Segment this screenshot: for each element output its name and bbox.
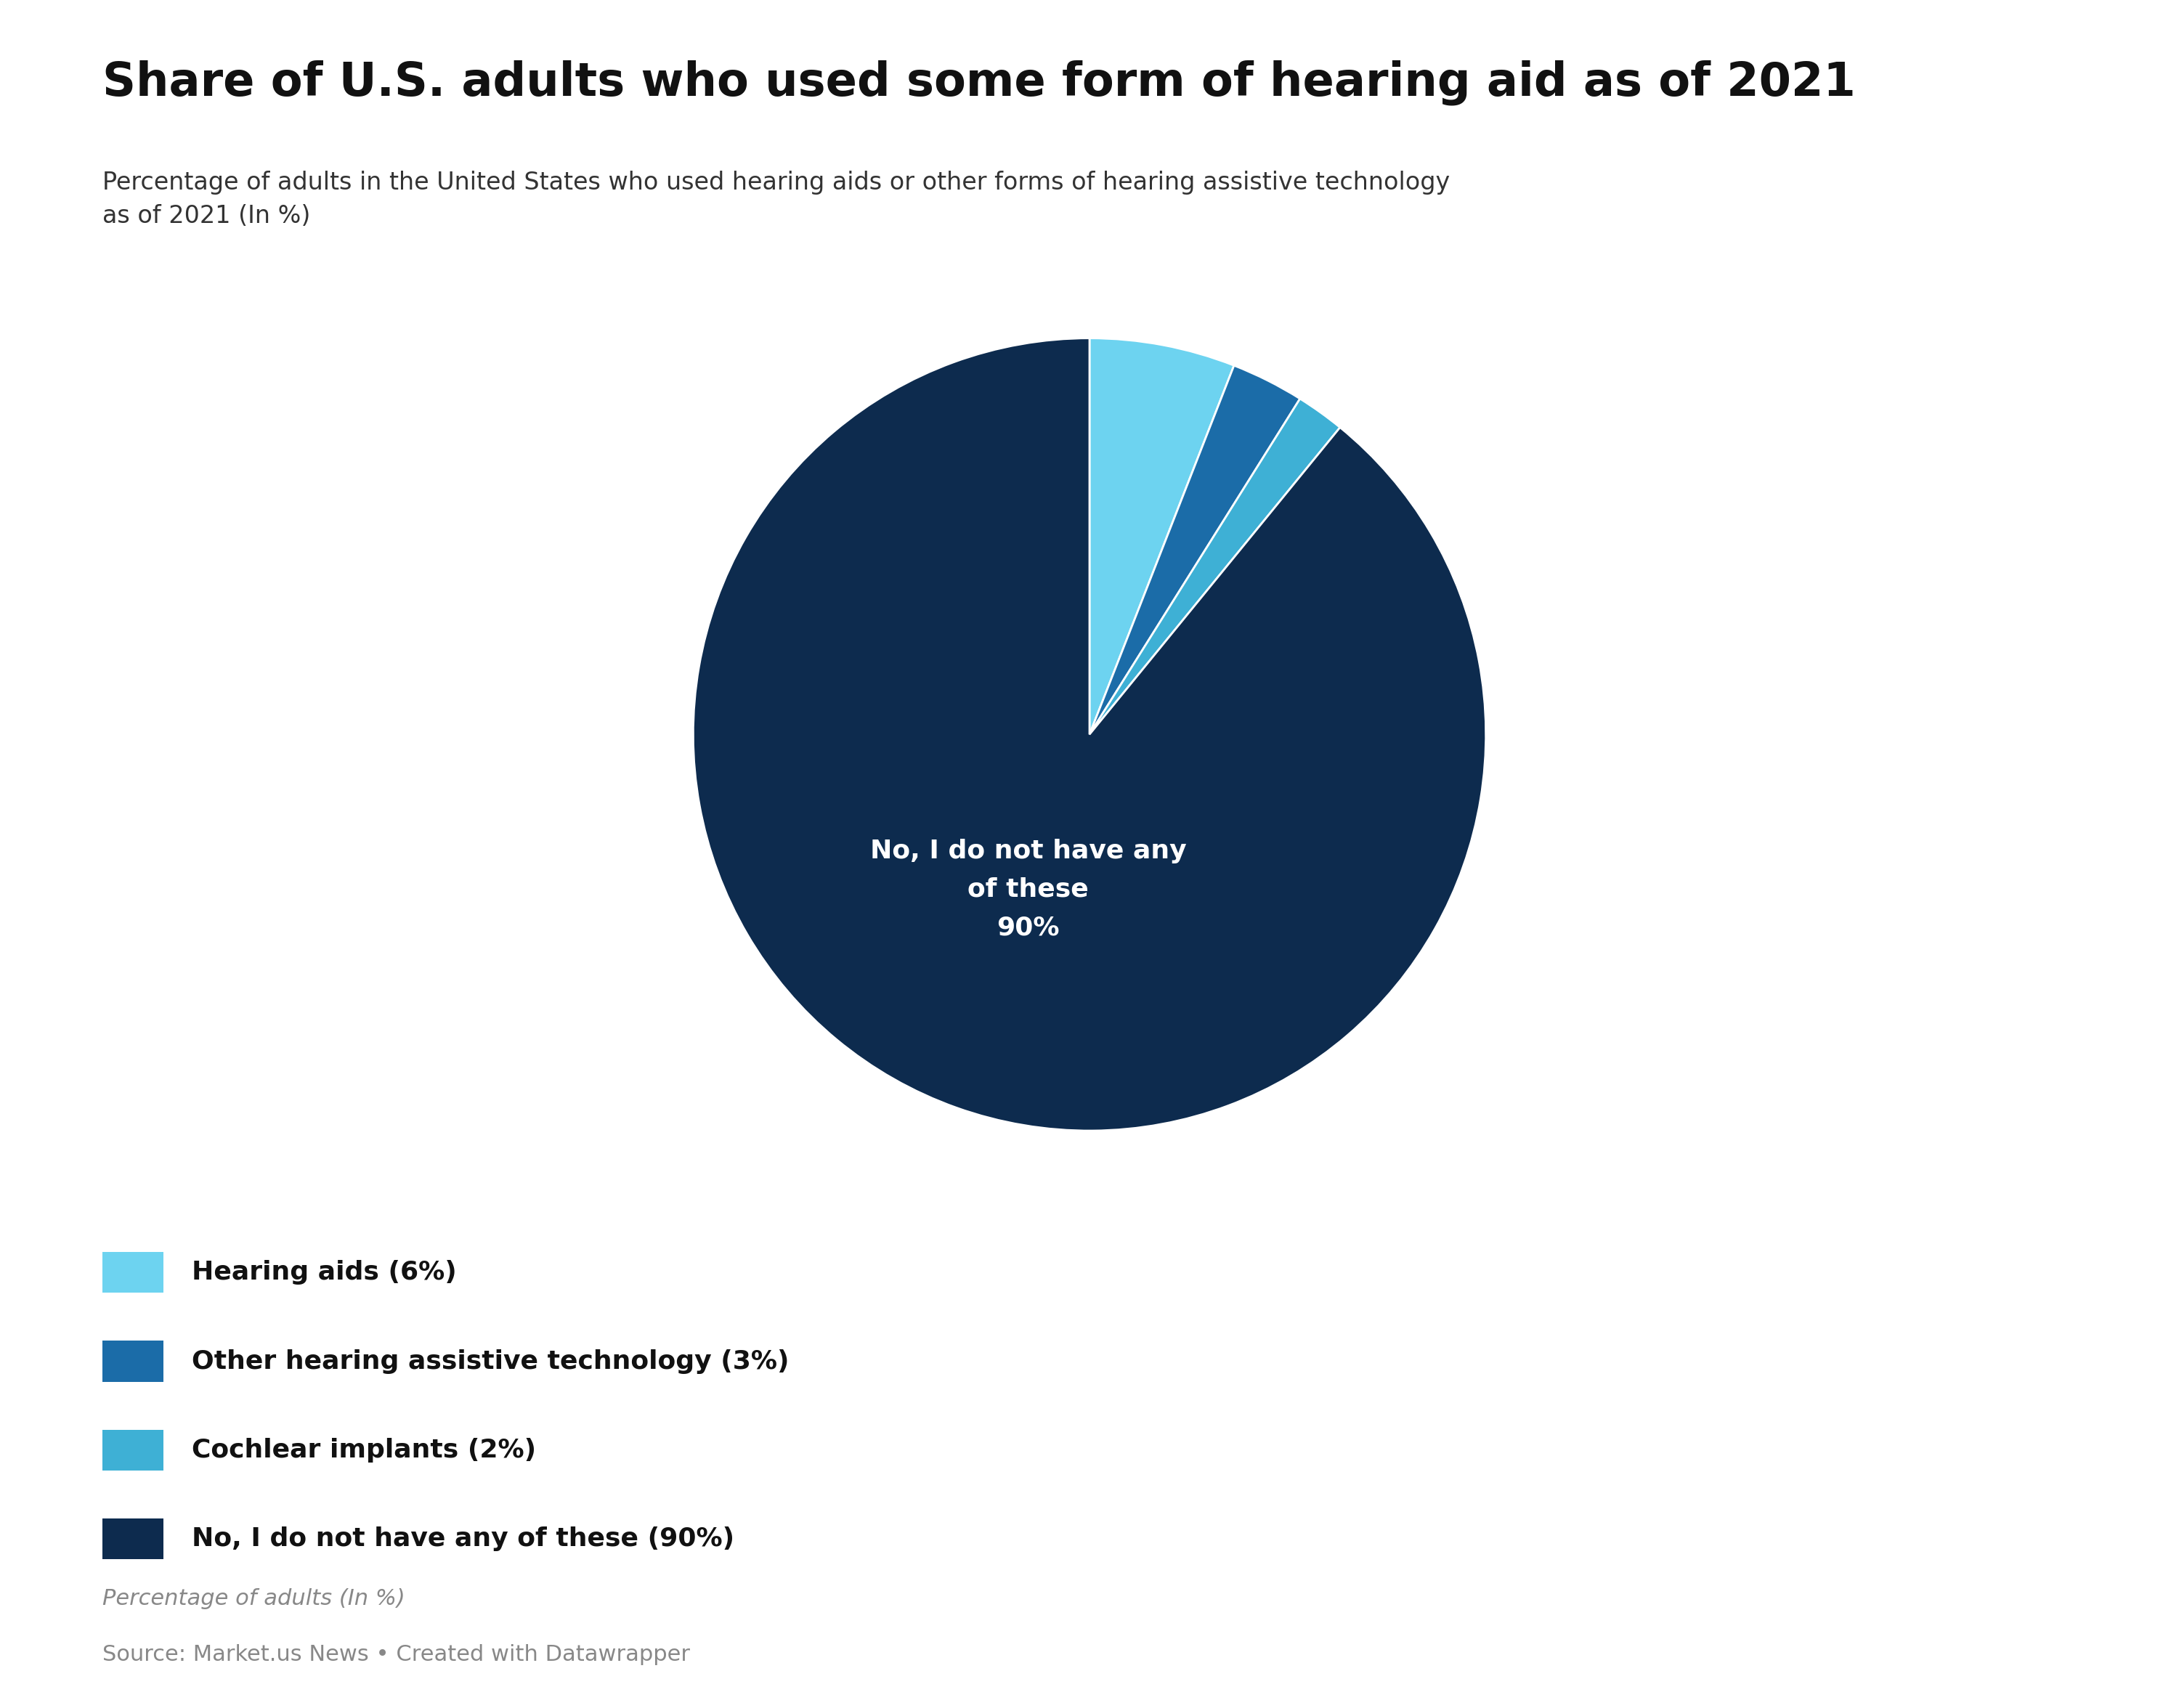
Wedge shape <box>1090 338 1233 734</box>
Text: Other hearing assistive technology (3%): Other hearing assistive technology (3%) <box>192 1349 789 1373</box>
Text: Share of U.S. adults who used some form of hearing aid as of 2021: Share of U.S. adults who used some form … <box>102 60 1857 106</box>
Text: Hearing aids (6%): Hearing aids (6%) <box>192 1261 458 1284</box>
Text: Percentage of adults in the United States who used hearing aids or other forms o: Percentage of adults in the United State… <box>102 171 1449 229</box>
Wedge shape <box>693 338 1486 1131</box>
Wedge shape <box>1090 366 1301 734</box>
Text: Source: Market.us News • Created with Datawrapper: Source: Market.us News • Created with Da… <box>102 1645 691 1665</box>
Text: No, I do not have any of these (90%): No, I do not have any of these (90%) <box>192 1527 734 1551</box>
Wedge shape <box>1090 398 1340 734</box>
Text: Percentage of adults (In %): Percentage of adults (In %) <box>102 1588 405 1609</box>
Text: Cochlear implants (2%): Cochlear implants (2%) <box>192 1438 536 1462</box>
Text: No, I do not have any
of these
90%: No, I do not have any of these 90% <box>869 839 1185 939</box>
